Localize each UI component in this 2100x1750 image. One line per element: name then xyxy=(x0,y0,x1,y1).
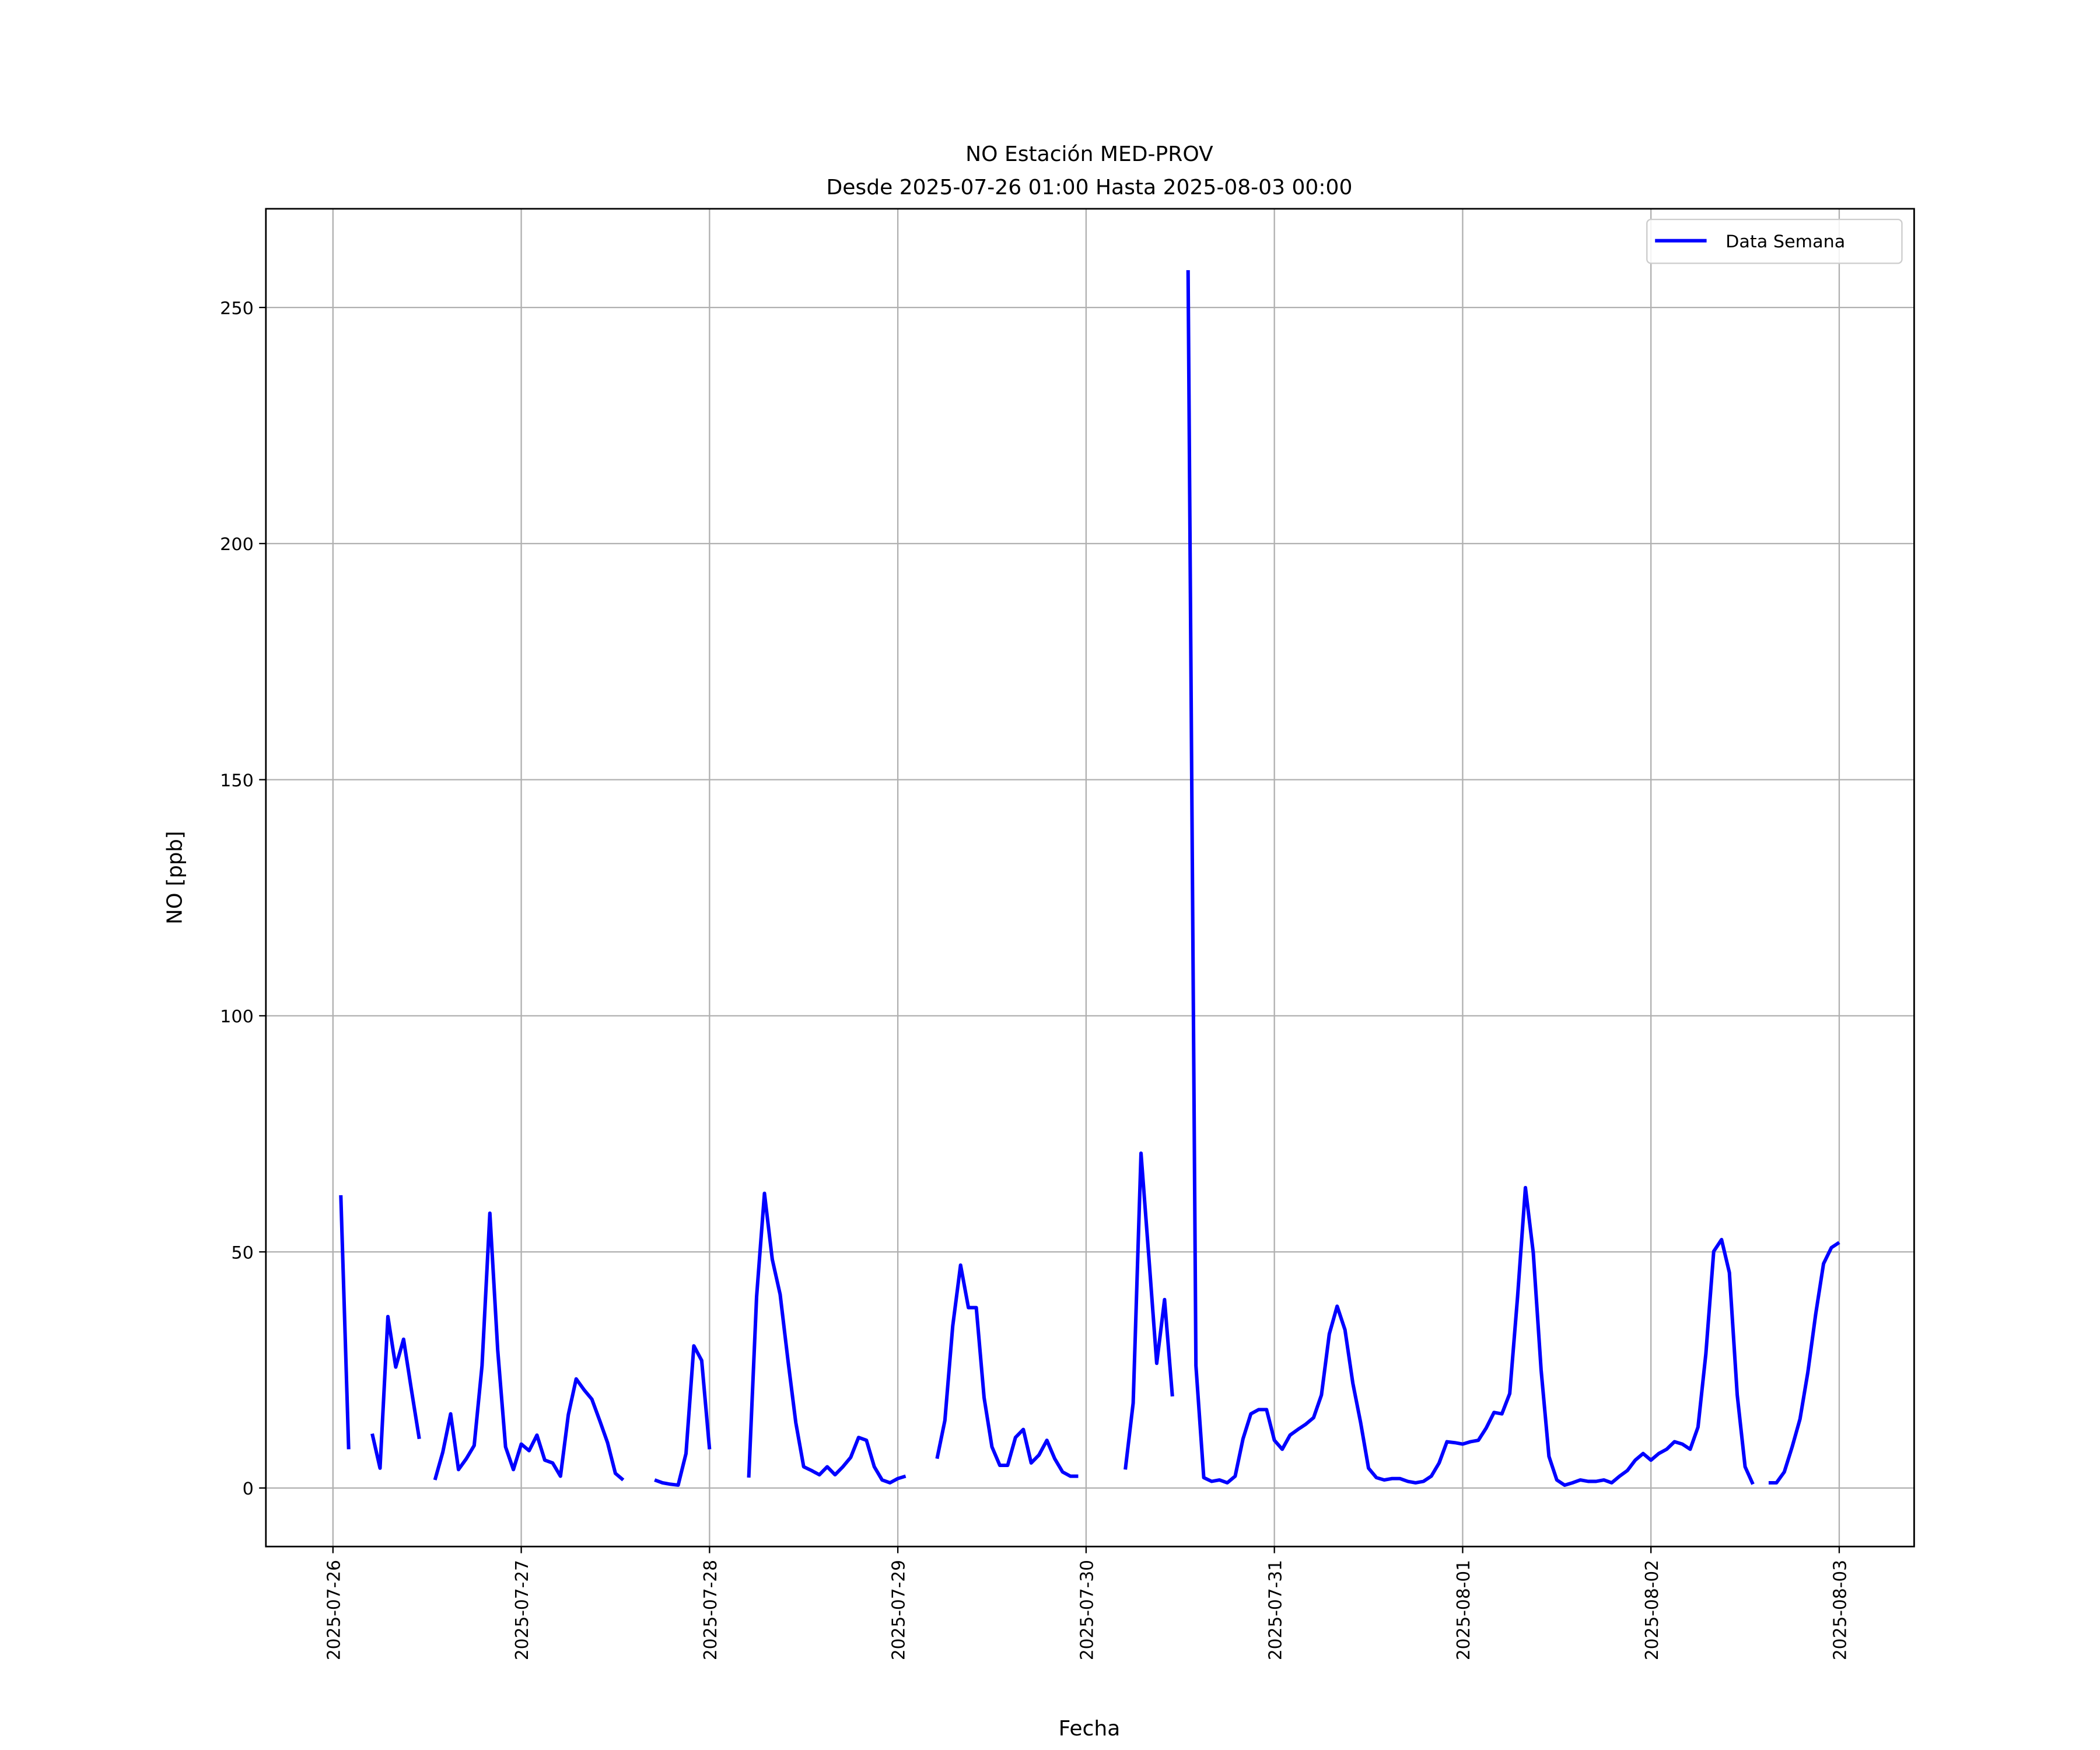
y-tick-label: 50 xyxy=(231,1243,253,1264)
x-tick-label: 2025-08-03 xyxy=(1830,1560,1850,1660)
chart-title: NO Estación MED-PROV xyxy=(965,142,1213,166)
x-tick-label: 2025-07-30 xyxy=(1077,1560,1097,1660)
legend-box xyxy=(1646,219,1903,264)
x-tick-label: 2025-08-02 xyxy=(1642,1560,1662,1660)
data-line xyxy=(339,270,1840,1487)
chart-subtitle: Desde 2025-07-26 01:00 Hasta 2025-08-03 … xyxy=(827,176,1353,200)
y-tick-label: 200 xyxy=(220,535,254,555)
x-tick-label: 2025-07-27 xyxy=(512,1560,533,1660)
y-tick-label: 250 xyxy=(220,299,254,319)
x-axis-label: Fecha xyxy=(1059,1717,1121,1741)
y-tick-label: 0 xyxy=(243,1479,254,1500)
y-tick-label: 100 xyxy=(220,1007,254,1027)
x-tick-label: 2025-07-28 xyxy=(701,1560,721,1660)
x-tick-label: 2025-07-31 xyxy=(1265,1560,1286,1660)
x-tick-label: 2025-07-26 xyxy=(324,1560,344,1660)
x-tick-label: 2025-08-01 xyxy=(1454,1560,1474,1660)
legend-label: Data Semana xyxy=(1726,232,1845,252)
x-tick-label: 2025-07-29 xyxy=(888,1560,909,1660)
y-axis-label: NO [ppb] xyxy=(163,831,187,924)
y-tick-label: 150 xyxy=(220,771,254,791)
plot-frame xyxy=(265,208,1915,1548)
